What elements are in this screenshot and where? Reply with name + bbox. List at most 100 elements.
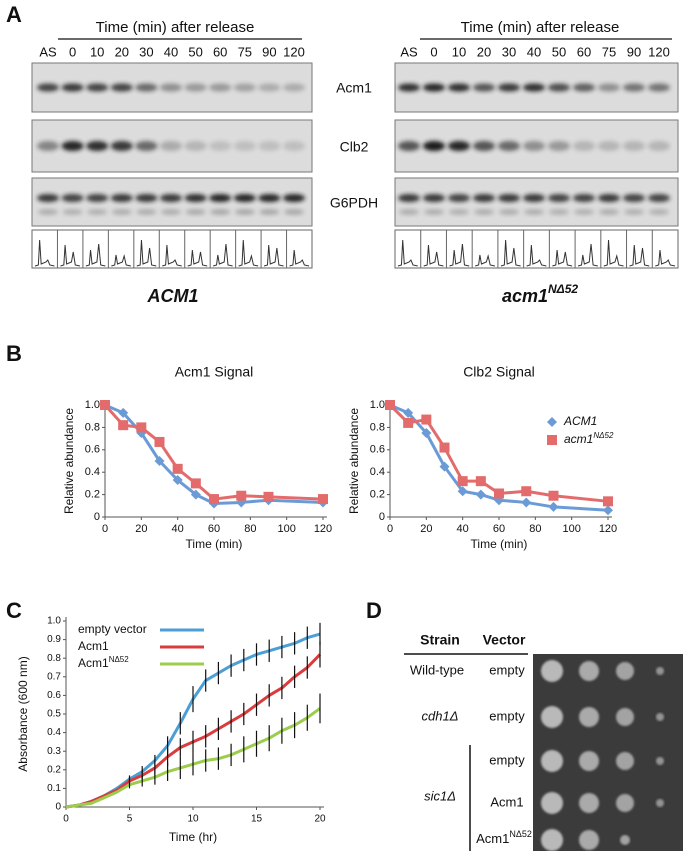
marker xyxy=(236,490,247,501)
marker xyxy=(118,420,129,431)
x-tick-label: 20 xyxy=(135,523,147,535)
marker xyxy=(439,461,450,472)
flow-profile xyxy=(603,239,624,267)
marker xyxy=(403,417,414,428)
flow-profile xyxy=(449,243,470,267)
marker xyxy=(154,436,165,447)
y-tick-label: 1.0 xyxy=(47,616,61,627)
band xyxy=(424,209,444,215)
band xyxy=(598,141,620,151)
flow-profile xyxy=(162,244,182,267)
series-line xyxy=(388,403,609,503)
x-tick-label: 10 xyxy=(187,814,199,825)
panel-label: D xyxy=(366,598,382,623)
lane-label: AS xyxy=(400,44,418,59)
marker xyxy=(209,494,219,505)
x-tick-label: 5 xyxy=(127,814,133,825)
flow-profile xyxy=(187,249,208,267)
band xyxy=(62,209,83,215)
band xyxy=(423,83,445,92)
marker xyxy=(475,476,486,487)
band xyxy=(233,194,256,202)
lane-label: 0 xyxy=(69,44,76,59)
spot xyxy=(620,835,630,845)
band xyxy=(648,194,670,202)
flow-profile xyxy=(423,244,444,267)
x-tick-label: 0 xyxy=(387,523,393,535)
marker xyxy=(521,497,532,508)
band xyxy=(184,194,207,202)
lane-label: 90 xyxy=(262,44,276,59)
band xyxy=(233,141,256,151)
lane-label: 120 xyxy=(648,44,670,59)
spot xyxy=(541,750,563,772)
spot xyxy=(579,707,599,727)
band xyxy=(423,194,445,202)
band xyxy=(573,194,595,202)
lane-label: 30 xyxy=(139,44,153,59)
band xyxy=(87,209,108,215)
band xyxy=(135,141,158,151)
legend-label: Acm1NΔ52 xyxy=(78,655,129,671)
lane-label: 60 xyxy=(213,44,227,59)
blot xyxy=(394,177,679,227)
band xyxy=(110,194,133,202)
band xyxy=(37,141,59,151)
spot xyxy=(541,792,563,814)
strain-cell: cdh1Δ xyxy=(422,708,459,723)
row-label: G6PDH xyxy=(330,195,378,211)
band xyxy=(37,83,59,92)
band xyxy=(448,83,470,92)
strain-label: ACM1 xyxy=(146,286,198,306)
marker xyxy=(603,496,613,507)
flow-profile xyxy=(34,239,55,267)
band xyxy=(209,141,232,151)
flow-frame xyxy=(394,229,679,269)
y-tick-label: 0.9 xyxy=(47,634,61,645)
spot xyxy=(616,708,634,726)
band xyxy=(473,194,495,202)
band xyxy=(649,209,669,215)
band xyxy=(598,83,620,92)
flow-profile xyxy=(111,254,131,267)
spot xyxy=(616,794,634,812)
x-tick-label: 120 xyxy=(314,523,332,535)
y-tick-label: 0.5 xyxy=(47,709,61,720)
table-header: Vector xyxy=(483,632,526,648)
band xyxy=(448,141,470,151)
legend-swatch xyxy=(547,417,557,427)
lane-label: 120 xyxy=(283,44,305,59)
y-tick-label: 0.4 xyxy=(370,466,385,478)
vector-cell: Acm1NΔ52 xyxy=(476,829,532,846)
blot xyxy=(31,177,313,227)
x-tick-label: 100 xyxy=(562,523,580,535)
flow-profile xyxy=(500,239,521,267)
spot xyxy=(656,799,664,807)
band xyxy=(110,83,133,92)
marker xyxy=(603,505,613,516)
band xyxy=(423,141,445,151)
chart-title: Acm1 Signal xyxy=(175,364,254,380)
marker xyxy=(190,478,201,489)
spot xyxy=(541,660,563,682)
band xyxy=(548,83,570,92)
band xyxy=(498,83,520,92)
lane-label: 10 xyxy=(452,44,466,59)
y-axis-label: Relative abundance xyxy=(347,408,361,514)
x-tick-label: 40 xyxy=(457,523,469,535)
band xyxy=(399,209,419,215)
band xyxy=(258,83,281,92)
y-tick-label: 0.6 xyxy=(85,444,100,456)
blots xyxy=(31,62,679,269)
legend-name: ACM1 xyxy=(563,414,597,428)
band xyxy=(209,194,232,202)
x-tick-label: 80 xyxy=(529,523,541,535)
band xyxy=(259,209,280,215)
y-tick-label: 0.3 xyxy=(47,746,61,757)
group-label: sic1Δ xyxy=(424,788,456,803)
lane-label: 10 xyxy=(90,44,104,59)
band xyxy=(38,209,58,215)
band xyxy=(61,141,84,151)
band xyxy=(498,141,520,151)
band xyxy=(623,83,645,92)
